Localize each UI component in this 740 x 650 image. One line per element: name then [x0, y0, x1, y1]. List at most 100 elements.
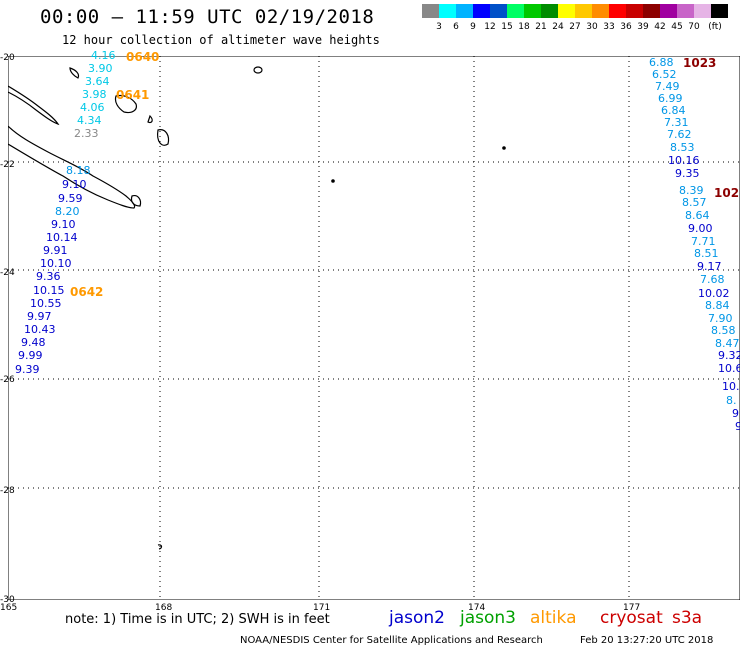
- pass-time-tag: 0642: [70, 285, 104, 299]
- swh-observation: 9.48: [21, 336, 46, 349]
- legend-swatch: [626, 4, 643, 18]
- pass-time-tag: 0641: [116, 88, 150, 102]
- legend-label: 45: [671, 22, 683, 32]
- plot-title: 00:00 – 11:59 UTC 02/19/2018: [40, 6, 375, 28]
- swh-observation: 8.20: [55, 205, 80, 218]
- swh-observation: 4.16: [91, 49, 116, 62]
- swh-observation: 9.99: [18, 349, 43, 362]
- swh-observation: 8.39: [679, 184, 704, 197]
- legend-swatch: [711, 4, 728, 18]
- swh-observation: 9.00: [688, 222, 713, 235]
- pass-time-tag: 102: [714, 186, 740, 200]
- coastline: [8, 66, 506, 550]
- legend-label: 18: [518, 22, 530, 32]
- swh-observation: 7.90: [708, 312, 733, 325]
- legend-label: 6: [453, 22, 459, 32]
- legend-swatch: [541, 4, 558, 18]
- swh-observation: 10.02: [698, 287, 730, 300]
- swh-observation: 6.52: [652, 68, 677, 81]
- legend-swatch: [507, 4, 524, 18]
- pass-time-tag: 1023: [683, 56, 717, 70]
- swh-observation: 9.32: [718, 349, 740, 362]
- swh-observation: 9: [732, 407, 739, 420]
- generation-timestamp: Feb 20 13:27:20 UTC 2018: [580, 635, 714, 646]
- swh-observation: 7.71: [691, 235, 716, 248]
- swh-observation: 6.88: [649, 56, 674, 69]
- swh-observation: 6.84: [661, 104, 686, 117]
- latitude-label: -24: [0, 268, 15, 278]
- swh-observation: 4.34: [77, 114, 102, 127]
- legend-label: 39: [637, 22, 649, 32]
- satellite-jason3: jason3: [460, 608, 516, 628]
- swh-observation: 2.33: [74, 127, 99, 140]
- legend-label: 33: [603, 22, 615, 32]
- swh-observation: 4.06: [80, 101, 105, 114]
- swh-observation: 8.64: [685, 209, 710, 222]
- latitude-label: -22: [0, 160, 15, 170]
- legend-label: 30: [586, 22, 598, 32]
- satellite-jason2: jason2: [389, 608, 445, 628]
- longitude-label: 171: [313, 603, 331, 613]
- legend-swatch: [524, 4, 541, 18]
- legend-swatch: [439, 4, 456, 18]
- swh-observation: 9.10: [62, 178, 87, 191]
- swh-observation: 9.35: [675, 167, 700, 180]
- swh-observation: 9.39: [15, 363, 40, 376]
- longitude-label: 165: [0, 603, 18, 613]
- swh-observation: 3.90: [88, 62, 113, 75]
- legend-swatch: [592, 4, 609, 18]
- legend-swatch: [456, 4, 473, 18]
- swh-observation: 7.49: [655, 80, 680, 93]
- swh-observation: 8.84: [705, 299, 730, 312]
- latitude-label: -30: [0, 595, 15, 605]
- swh-observation: 7.62: [667, 128, 692, 141]
- swh-observation: 9.91: [43, 244, 68, 257]
- swh-observation: 8.18: [66, 164, 91, 177]
- swh-observation: 10.43: [24, 323, 56, 336]
- satellite-s3a: s3a: [672, 608, 703, 628]
- swh-observation: 8.53: [670, 141, 695, 154]
- satellite-altika: altika: [530, 608, 577, 628]
- swh-observation: 10.16: [668, 154, 700, 167]
- legend-swatch: [558, 4, 575, 18]
- legend-label: 36: [620, 22, 632, 32]
- swh-observation: 9.36: [36, 270, 61, 283]
- swh-observation: 8.58: [711, 324, 736, 337]
- swh-observation: 8.51: [694, 247, 719, 260]
- swh-observation: 10.5: [722, 380, 740, 393]
- legend-label: 27: [569, 22, 581, 32]
- swh-observation: 9: [735, 420, 740, 433]
- swh-observation: 9.17: [697, 260, 722, 273]
- legend-swatch: [575, 4, 592, 18]
- swh-observation: 10.10: [40, 257, 72, 270]
- swh-observation: 6.99: [658, 92, 683, 105]
- map-frame: [8, 56, 740, 600]
- swh-observation: 9.10: [51, 218, 76, 231]
- legend-swatch: [660, 4, 677, 18]
- latitude-label: -28: [0, 486, 15, 496]
- pass-time-tag: 0640: [126, 50, 160, 64]
- legend-swatch: [473, 4, 490, 18]
- swh-observation: 10.55: [30, 297, 62, 310]
- legend-label: 3: [436, 22, 442, 32]
- legend-label: 12: [484, 22, 496, 32]
- legend-label: 15: [501, 22, 513, 32]
- swh-observation: 8.: [726, 394, 737, 407]
- legend-swatch: [609, 4, 626, 18]
- legend-swatch: [677, 4, 694, 18]
- longitude-label: 177: [623, 603, 641, 613]
- swh-observation: 10.6: [718, 362, 740, 375]
- legend-label: 9: [470, 22, 476, 32]
- legend-label: 42: [654, 22, 666, 32]
- legend-unit: (ft): [708, 22, 722, 32]
- legend-swatch: [643, 4, 660, 18]
- swh-observation: 8.47: [715, 337, 740, 350]
- swh-observation: 3.64: [85, 75, 110, 88]
- swh-observation: 7.68: [700, 273, 725, 286]
- legend-swatch: [422, 4, 439, 18]
- legend-swatch: [694, 4, 711, 18]
- legend-swatch: [490, 4, 507, 18]
- note-text: note: 1) Time is in UTC; 2) SWH is in fe…: [65, 612, 330, 627]
- swh-observation: 3.98: [82, 88, 107, 101]
- legend-label: 21: [535, 22, 547, 32]
